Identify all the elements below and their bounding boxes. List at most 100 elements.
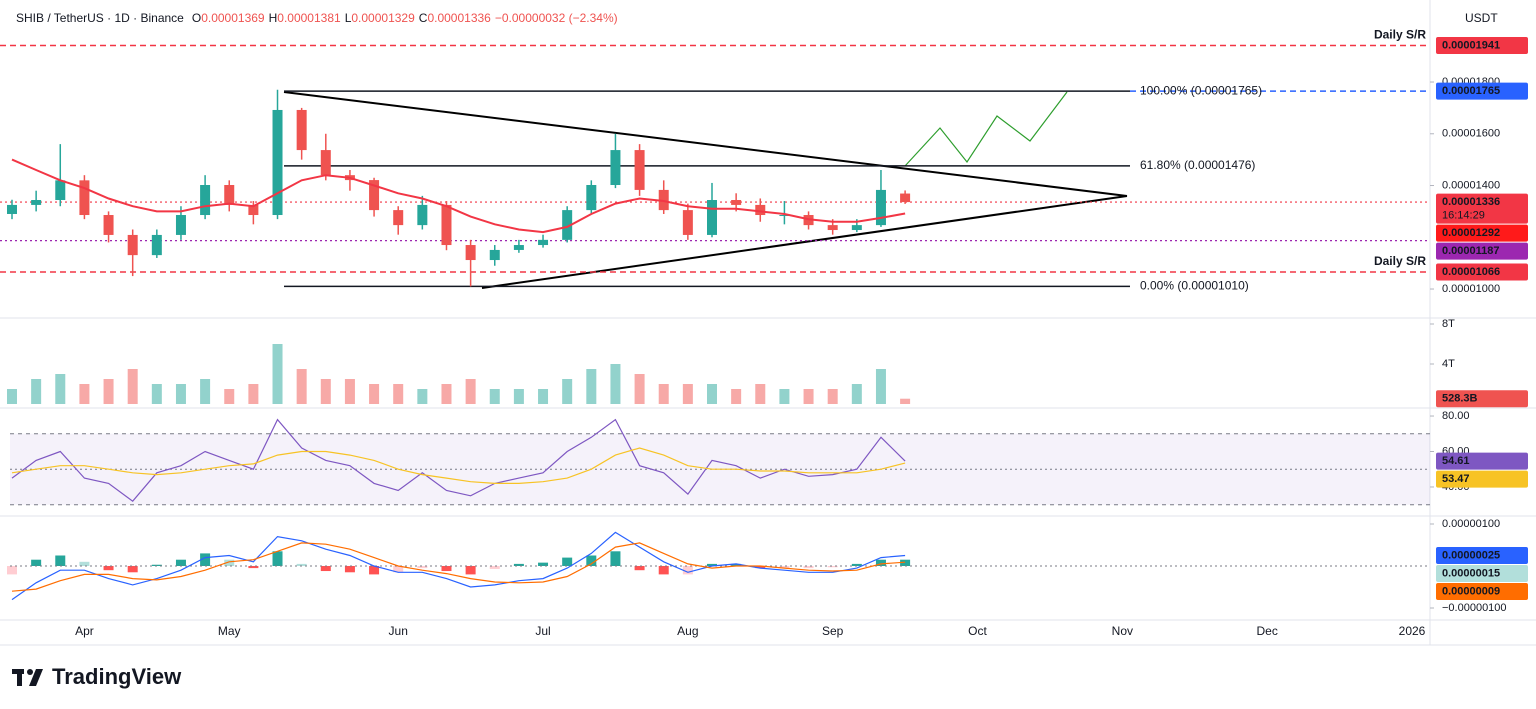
ohlc-key: C <box>419 11 428 25</box>
price-tag <box>1436 242 1528 260</box>
x-tick-label: 2026 <box>1399 624 1426 638</box>
y-tick-label: 0.00000100 <box>1442 518 1500 530</box>
volume-bar <box>55 374 66 404</box>
price-tag-label: 0.00001292 <box>1442 227 1500 239</box>
volume-bar <box>103 379 114 404</box>
volume-bar <box>200 379 211 404</box>
macd-histogram-bar <box>200 553 211 566</box>
candle-body <box>707 200 717 235</box>
macd-histogram-bar <box>562 557 573 566</box>
x-tick-label: Apr <box>75 624 94 638</box>
x-tick-label: Aug <box>677 624 698 638</box>
change-value: −0.00000032 (−2.34%) <box>495 11 618 25</box>
macd-line <box>11 531 906 601</box>
trendline <box>283 91 1128 197</box>
price-tag-label: 0.00000025 <box>1442 549 1500 561</box>
macd-histogram-bar <box>658 565 669 575</box>
fib-label: 0.00% (0.00001010) <box>1140 279 1249 293</box>
macd-histogram-bar <box>682 565 693 575</box>
level-label: Daily S/R <box>1374 28 1426 42</box>
ohlc-value: 0.00001381 <box>277 11 341 25</box>
y-tick-label: 8T <box>1442 318 1455 330</box>
macd-line <box>11 542 906 592</box>
price-tag-label: 0.00001765 <box>1442 85 1500 97</box>
price-tag-label: 528.3B <box>1442 393 1478 405</box>
macd-histogram-bar <box>900 559 911 566</box>
rsi-line <box>11 418 906 503</box>
macd-histogram-bar <box>489 565 500 569</box>
candle-body <box>682 210 693 235</box>
volume-bar <box>851 384 862 404</box>
volume-bar <box>658 384 669 404</box>
volume-bar <box>513 389 524 404</box>
macd-histogram-bar <box>417 565 428 569</box>
price-tag <box>1436 564 1528 582</box>
volume-bar <box>707 384 717 404</box>
macd-histogram-bar <box>465 565 476 575</box>
macd-histogram-bar <box>827 565 838 568</box>
price-tag <box>1436 582 1528 600</box>
macd-histogram-bar <box>103 565 114 571</box>
price-tag <box>1436 82 1528 100</box>
macd-histogram-bar <box>55 555 66 566</box>
candle-body <box>417 204 428 226</box>
macd-histogram-bar <box>755 565 766 569</box>
volume-bar <box>79 384 90 404</box>
ohlc-value: 0.00001336 <box>427 11 491 25</box>
volume-bar <box>224 389 235 404</box>
candle-body <box>634 150 645 190</box>
ohlc-key: O <box>192 11 201 25</box>
macd-histogram-bar <box>31 559 42 566</box>
x-tick-label: May <box>218 624 241 638</box>
chart-header: SHIB / TetherUS · 1D · Binance O0.0000136… <box>16 11 618 25</box>
price-tag-label: 0.00001941 <box>1442 39 1500 51</box>
volume-bar <box>151 384 162 404</box>
x-tick-label: Jun <box>389 624 408 638</box>
volume-bar <box>900 398 911 404</box>
volume-bar <box>127 369 138 404</box>
macd-histogram-bar <box>344 565 355 573</box>
volume-bar <box>731 389 742 404</box>
candle-body <box>562 210 573 240</box>
brand-name: TradingView <box>52 664 182 689</box>
macd-histogram-bar <box>779 565 790 569</box>
price-tag <box>1436 224 1528 242</box>
y-tick-label: −0.00000100 <box>1442 602 1507 614</box>
price-tag <box>1436 470 1528 488</box>
candle-body <box>441 204 452 246</box>
volume-bar <box>248 384 259 404</box>
price-tag <box>1436 263 1528 281</box>
price-tag-label: 0.00000009 <box>1442 585 1500 597</box>
y-tick-label: 0.00001400 <box>1442 179 1500 191</box>
candle-body <box>755 204 766 216</box>
macd-histogram-bar <box>296 563 307 566</box>
macd-histogram-bar <box>610 551 621 566</box>
volume-bar <box>344 379 355 404</box>
x-tick-label: Oct <box>968 624 987 638</box>
y-tick-label: 0.00001000 <box>1442 283 1500 295</box>
candle-body <box>465 245 476 261</box>
macd-histogram-bar <box>513 563 524 566</box>
macd-histogram-bar <box>175 559 186 566</box>
candle-body <box>127 234 138 256</box>
volume-bar <box>272 344 283 404</box>
price-tag-label: 0.00001336 <box>1442 196 1500 208</box>
macd-histogram-bar <box>634 565 645 571</box>
x-tick-label: Jul <box>535 624 550 638</box>
macd-histogram-bar <box>7 565 17 575</box>
x-tick-label: Sep <box>822 624 844 638</box>
ohlc-value: 0.00001329 <box>351 11 415 25</box>
ohlc-value: 0.00001369 <box>201 11 265 25</box>
candle-body <box>31 200 42 205</box>
candle-body <box>248 204 259 216</box>
volume-bar <box>465 379 476 404</box>
macd-histogram-bar <box>248 565 259 569</box>
macd-histogram-bar <box>851 563 862 566</box>
macd-histogram-bar <box>320 565 331 572</box>
x-tick-label: Dec <box>1257 624 1278 638</box>
volume-bar <box>538 389 549 404</box>
macd-histogram-bar <box>803 565 814 569</box>
volume-bar <box>779 389 790 404</box>
